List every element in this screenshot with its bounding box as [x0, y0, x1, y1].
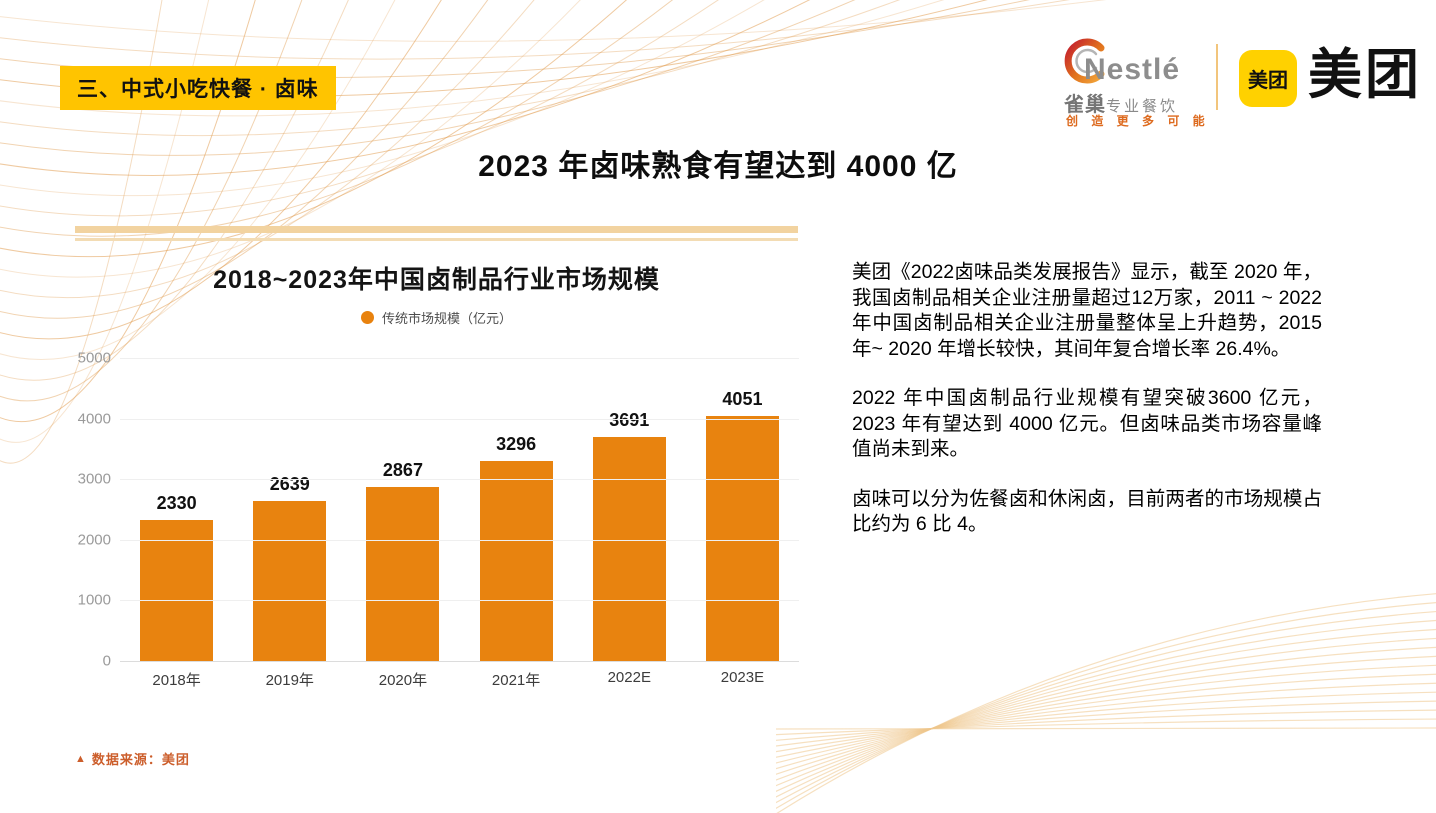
source-label: 数据来源：美团 [91, 752, 190, 767]
nestle-subtitle: 雀巢专业餐饮 [1064, 88, 1178, 117]
chart-bars: 2330 2018年 2639 2019年 2867 2020年 3296 2021年 3691… [120, 358, 799, 689]
y-axis-tick-1000: 1000 [77, 591, 111, 609]
bar-value-label: 2639 [269, 474, 310, 495]
x-axis-label: 2023E [720, 669, 765, 686]
bar [705, 415, 779, 661]
x-axis-label: 2018年 [152, 672, 201, 689]
bar [592, 437, 666, 661]
commentary-paragraph-3: 卤味可以分为佐餐卤和休闲卤，目前两者的市场规模占比约为 6 比 4。 [852, 487, 1322, 536]
commentary-paragraph-2: 2022 年中国卤制品行业规模有望突破3600 亿元，2023 年有望达到 40… [852, 387, 1322, 460]
bar [366, 487, 440, 661]
logo-divider [1216, 44, 1218, 110]
bar-value-label: 2867 [382, 460, 423, 481]
y-axis-tick-4000: 4000 [77, 410, 111, 428]
gridline-2000 [120, 539, 799, 541]
commentary-block: 美团《2022卤味品类发展报告》显示，截至 2020 年，我国卤制品相关企业注册… [852, 260, 1322, 562]
gridline-4000 [120, 418, 799, 420]
bar-group-2018年: 2330 2018年 [120, 358, 233, 689]
gridline-3000 [120, 479, 799, 481]
bar [253, 501, 327, 661]
bar-chart: 2330 2018年 2639 2019年 2867 2020年 3296 2021年 3691… [75, 350, 799, 690]
page-title: 2023 年卤味熟食有望达到 4000 亿 [478, 150, 958, 183]
bar-value-label: 3691 [609, 410, 650, 431]
bar-value-label: 4051 [722, 388, 763, 409]
x-axis-label: 2019年 [265, 672, 314, 689]
y-axis-tick-3000: 3000 [77, 470, 111, 488]
divider-rule-thin [75, 238, 798, 241]
bar-group-2021年: 3296 2021年 [460, 358, 573, 689]
meituan-app-icon: 美团 [1239, 50, 1297, 107]
bar-group-2022E: 3691 2022E [573, 358, 686, 686]
meituan-wordmark: 美团 [1308, 45, 1422, 105]
divider-rule-thick [75, 226, 798, 233]
bar-group-2020年: 2867 2020年 [346, 358, 459, 689]
nestle-wordmark: Nestlé [1084, 53, 1181, 86]
y-axis-tick-5000: 5000 [77, 349, 111, 367]
x-axis-label: 2021年 [491, 672, 541, 689]
gridline-1000 [120, 600, 799, 602]
nestle-swoosh-icon [1064, 38, 1105, 84]
bar-group-2019年: 2639 2019年 [233, 358, 346, 689]
section-badge: 三、中式小吃快餐 · 卤味 [60, 66, 336, 110]
chart-plot-area: 2330 2018年 2639 2019年 2867 2020年 3296 2021年 3691… [120, 358, 799, 689]
chart-title: 2018~2023年中国卤制品行业市场规模 [213, 266, 660, 294]
gridline-5000 [120, 358, 799, 359]
legend-dot-icon [360, 311, 374, 324]
legend-label: 传统市场规模（亿元） [381, 311, 512, 326]
bar [479, 461, 553, 661]
nestle-tagline: 创 造 更 多 可 能 [1066, 114, 1210, 128]
x-axis-label: 2020年 [378, 672, 428, 689]
nestle-subtitle-rest: 专业餐饮 [1106, 98, 1179, 115]
bar-group-2023E: 4051 2023E [686, 358, 799, 686]
gridline-0 [120, 661, 799, 662]
nestle-subtitle-bold: 雀巢 [1064, 94, 1106, 116]
commentary-paragraph-1: 美团《2022卤味品类发展报告》显示，截至 2020 年，我国卤制品相关企业注册… [852, 261, 1322, 360]
triangle-icon: ▲ [75, 752, 86, 765]
y-axis-tick-0: 0 [102, 652, 111, 670]
source-note: ▲ 数据来源：美团 [75, 749, 190, 768]
y-axis-tick-2000: 2000 [77, 531, 111, 549]
bar [140, 519, 214, 661]
x-axis-label: 2022E [607, 669, 651, 686]
bar-value-label: 3296 [496, 434, 537, 455]
chart-legend: 传统市场规模（亿元） [75, 308, 798, 327]
decorative-waves-bottom-right [776, 593, 1436, 813]
bar-value-label: 2330 [156, 492, 197, 513]
